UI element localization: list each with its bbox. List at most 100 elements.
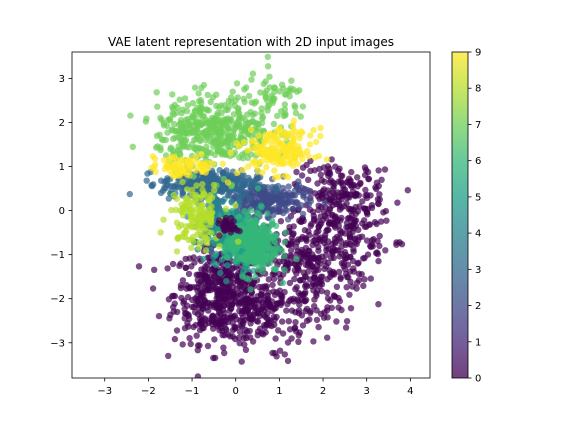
scatter-point — [255, 248, 262, 255]
scatter-point — [302, 307, 309, 315]
scatter-point — [376, 232, 383, 240]
scatter-point — [179, 178, 186, 186]
x-tick-label: −3 — [97, 386, 112, 397]
scatter-point — [166, 315, 173, 322]
scatter-point — [216, 116, 223, 123]
scatter-point — [281, 351, 288, 358]
scatter-point — [290, 223, 297, 230]
scatter-point — [179, 277, 187, 284]
scatter-point — [249, 219, 256, 227]
scatter-point — [295, 332, 302, 339]
scatter-point — [173, 248, 181, 255]
scatter-point — [374, 238, 381, 245]
scatter-point — [241, 207, 248, 215]
scatter-point — [283, 307, 290, 314]
scatter-point — [258, 105, 265, 112]
scatter-point — [255, 283, 263, 291]
scatter-point — [192, 309, 199, 316]
scatter-point — [193, 182, 200, 189]
scatter-point — [336, 227, 344, 234]
scatter-point — [284, 300, 291, 308]
scatter-point — [262, 78, 269, 85]
scatter-point — [177, 207, 184, 214]
scatter-point — [318, 287, 325, 295]
scatter-point — [245, 315, 253, 322]
scatter-point — [244, 266, 251, 273]
scatter-point — [219, 138, 227, 145]
colorbar — [452, 52, 468, 378]
scatter-point — [242, 301, 249, 309]
scatter-point — [350, 246, 357, 253]
scatter-point — [305, 228, 312, 235]
scatter-point — [175, 233, 183, 241]
scatter-point — [259, 115, 266, 122]
scatter-point — [216, 167, 223, 174]
scatter-point — [271, 349, 278, 357]
scatter-point — [272, 335, 279, 342]
x-tick-label: −1 — [185, 386, 200, 397]
scatter-point — [229, 301, 236, 308]
scatter-point — [196, 342, 203, 349]
scatter-point — [291, 156, 299, 164]
scatter-point — [199, 202, 206, 209]
scatter-point — [216, 212, 224, 219]
scatter-point — [247, 126, 255, 133]
scatter-point — [223, 131, 230, 138]
scatter-point — [143, 177, 150, 184]
scatter-point — [171, 120, 178, 128]
scatter-point — [349, 228, 356, 236]
scatter-point — [240, 242, 247, 249]
scatter-point — [225, 97, 232, 105]
scatter-point — [292, 109, 300, 117]
scatter-point — [195, 271, 202, 278]
scatter-point — [367, 275, 374, 282]
colorbar-frame — [451, 51, 469, 379]
scatter-point — [257, 325, 264, 332]
scatter-point — [182, 264, 190, 271]
scatter-point — [169, 103, 176, 111]
scatter-point — [210, 259, 217, 267]
scatter-point — [223, 278, 230, 285]
scatter-point — [275, 327, 282, 334]
scatter-point — [329, 240, 336, 248]
scatter-point — [160, 216, 167, 223]
y-tick-label: 1 — [59, 162, 65, 173]
scatter-point — [270, 234, 277, 241]
scatter-point — [233, 80, 241, 87]
scatter-point — [273, 155, 280, 162]
scatter-point — [214, 199, 221, 207]
scatter-point — [211, 336, 218, 343]
scatter-point — [220, 344, 227, 351]
scatter-point — [187, 283, 194, 291]
scatter-point — [306, 276, 314, 283]
scatter-point — [204, 236, 211, 243]
scatter-point — [301, 290, 309, 298]
scatter-point — [325, 226, 332, 234]
scatter-point — [257, 232, 264, 239]
scatter-point — [204, 342, 212, 350]
scatter-point — [343, 284, 350, 291]
scatter-point — [223, 254, 231, 261]
scatter-point — [305, 201, 313, 208]
x-tick-label: 0 — [233, 386, 239, 397]
scatter-point — [258, 109, 265, 117]
scatter-point — [259, 258, 266, 266]
scatter-point — [157, 229, 164, 236]
scatter-point — [173, 195, 180, 202]
scatter-point — [212, 266, 219, 274]
scatter-point — [193, 194, 200, 201]
scatter-point — [281, 253, 288, 260]
scatter-point — [282, 229, 290, 236]
scatter-point — [247, 206, 254, 214]
scatter-point — [333, 283, 341, 290]
scatter-point — [291, 324, 299, 331]
scatter-point — [183, 186, 191, 193]
scatter-point — [242, 120, 249, 128]
scatter-point — [293, 255, 300, 263]
scatter-point — [298, 172, 306, 179]
scatter-point — [311, 296, 318, 303]
scatter-point — [263, 163, 270, 171]
scatter-point — [171, 153, 178, 161]
scatter-point — [278, 192, 285, 199]
scatter-point — [336, 253, 343, 260]
